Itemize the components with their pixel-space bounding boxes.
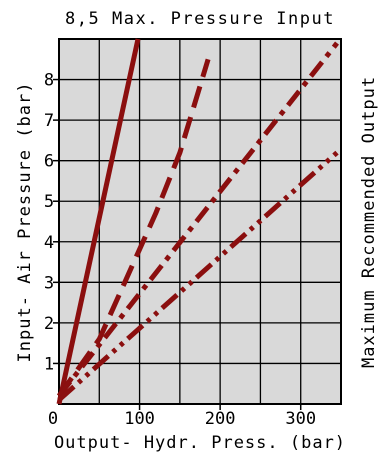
x-tick-label: 100 (124, 409, 155, 429)
y-tick-label: 6 (44, 152, 54, 172)
plot-frame (58, 38, 342, 405)
series-line-dash-dot (57, 41, 339, 398)
y-tick-label: 7 (44, 111, 54, 131)
y-tick-label: 8 (44, 71, 54, 91)
x-tick-label: 200 (205, 409, 236, 429)
series-line-dash-dot-dot (57, 150, 339, 402)
y-tick-label: 3 (44, 273, 54, 293)
y-tick-label: 5 (44, 192, 54, 212)
x-tick-label: 0 (48, 409, 58, 429)
y-axis-label: Input- Air Pressure (bar) (15, 82, 35, 363)
y-tick-labels: 1 2 3 4 5 6 7 8 (44, 71, 54, 375)
right-axis-label: Maximum Recommended Output (359, 76, 379, 368)
x-axis-label: Output- Hydr. Press. (bar) (54, 433, 346, 453)
y-tick-label: 4 (44, 233, 54, 253)
y-tick-label: 1 (44, 354, 54, 374)
x-tick-label: 300 (285, 409, 316, 429)
series-lines (56, 38, 339, 405)
chart-title: 8,5 Max. Pressure Input (65, 9, 335, 29)
y-tick-label: 2 (44, 314, 54, 334)
x-tick-labels: 0 100 200 300 (48, 409, 316, 429)
series-line-solid (56, 38, 141, 405)
